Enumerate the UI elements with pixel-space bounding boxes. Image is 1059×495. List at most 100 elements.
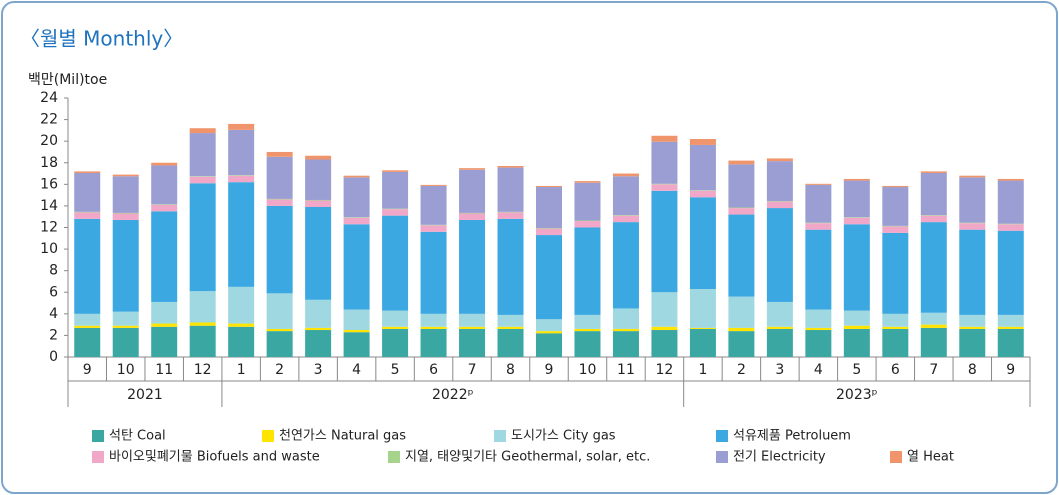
bar-segment <box>959 222 986 224</box>
bar-segment <box>112 213 139 220</box>
x-tick-label: 11 <box>617 362 635 378</box>
bar-segment <box>74 211 101 213</box>
legend-label: 석유제품 Petroluem <box>733 429 851 444</box>
bar-segment <box>459 328 486 357</box>
bar-segment <box>459 313 486 327</box>
bar-segment <box>959 328 986 357</box>
bar-segment <box>382 310 409 327</box>
bar-segment <box>882 232 909 314</box>
bar-segment <box>997 326 1024 329</box>
bar-segment <box>459 169 486 213</box>
bar-segment <box>574 314 601 329</box>
bar-segment <box>305 200 332 207</box>
bar-segment <box>382 215 409 311</box>
bar-segment <box>420 326 447 329</box>
bar-segment <box>920 222 947 313</box>
bar-segment <box>997 230 1024 315</box>
y-tick-label: 4 <box>49 306 58 322</box>
bar-segment <box>959 229 986 315</box>
bar-segment <box>843 325 870 329</box>
x-tick-label: 9 <box>1006 362 1015 378</box>
bar-segment <box>843 217 870 218</box>
y-tick-label: 16 <box>40 176 58 192</box>
bar-segment <box>305 330 332 357</box>
legend-swatch <box>92 430 104 442</box>
bar-segment <box>497 218 524 315</box>
legend-label: 열 Heat <box>907 450 954 465</box>
bar-segment <box>689 190 716 198</box>
bar-segment <box>266 205 293 294</box>
bar-segment <box>728 296 755 328</box>
bar-segment <box>766 201 793 209</box>
bar-segment <box>497 326 524 329</box>
bar-segment <box>766 208 793 302</box>
bar-segment <box>343 217 370 218</box>
bar-segment <box>959 326 986 329</box>
bar-segment <box>305 327 332 331</box>
bar-segment <box>497 212 524 219</box>
legend-label: 지열, 태양및기타 Geothermal, solar, etc. <box>405 450 650 465</box>
bar-segment <box>112 325 139 328</box>
bar-segment <box>343 175 370 178</box>
bar-segment <box>651 292 678 327</box>
bar-segment <box>651 183 678 185</box>
bar-segment <box>382 209 409 216</box>
legend-swatch <box>716 430 728 442</box>
x-tick-label: 10 <box>117 362 135 378</box>
bar-segment <box>766 158 793 162</box>
bar-segment <box>536 228 562 236</box>
x-tick-label: 4 <box>352 362 361 378</box>
bar-segment <box>805 327 832 331</box>
bar-segment <box>689 197 716 290</box>
bar-segment <box>266 198 293 200</box>
x-tick-label: 9 <box>83 362 92 378</box>
bar-segment <box>728 207 755 209</box>
bar-segment <box>536 331 562 334</box>
bar-segment <box>536 228 562 229</box>
bar-segment <box>266 293 293 329</box>
bar-segment <box>805 223 832 230</box>
bar-segment <box>805 183 832 185</box>
bar-segment <box>920 312 947 325</box>
x-tick-label: 11 <box>155 362 173 378</box>
bar-segment <box>151 323 178 327</box>
bar-segment <box>805 330 832 357</box>
bar-segment <box>959 177 986 223</box>
y-tick-label: 6 <box>49 284 58 300</box>
bar-segment <box>651 184 678 191</box>
bar-segment <box>420 185 447 225</box>
bar-segment <box>882 187 909 226</box>
bar-segment <box>266 328 293 332</box>
bar-segment <box>228 129 255 176</box>
bar-segment <box>112 327 139 357</box>
y-tick-label: 2 <box>49 327 58 343</box>
bar-segment <box>536 187 562 229</box>
x-tick-label: 3 <box>775 362 784 378</box>
bar-segment <box>151 211 178 302</box>
bar-segment <box>151 326 178 357</box>
bar-segment <box>612 215 639 216</box>
bar-segment <box>536 333 562 357</box>
bar-segment <box>843 328 870 357</box>
bar-segment <box>882 226 909 233</box>
bar-segment <box>228 175 255 183</box>
bar-segment <box>612 308 639 329</box>
x-tick-label: 12 <box>194 362 212 378</box>
bar-segment <box>882 328 909 357</box>
bar-segment <box>574 227 601 315</box>
bar-segment <box>151 165 178 205</box>
legend-swatch <box>494 430 506 442</box>
y-tick-label: 8 <box>49 263 58 279</box>
bar-segment <box>843 310 870 326</box>
bar-segment <box>305 206 332 300</box>
bar-segment <box>420 184 447 186</box>
bar-segment <box>459 326 486 329</box>
bar-segment <box>305 159 332 200</box>
bar-segment <box>959 175 986 178</box>
bar-segment <box>189 291 216 323</box>
y-tick-label: 20 <box>40 133 58 149</box>
bar-segment <box>574 221 601 228</box>
bar-segment <box>74 313 101 326</box>
bar-segment <box>728 327 755 332</box>
bar-segment <box>228 123 255 130</box>
